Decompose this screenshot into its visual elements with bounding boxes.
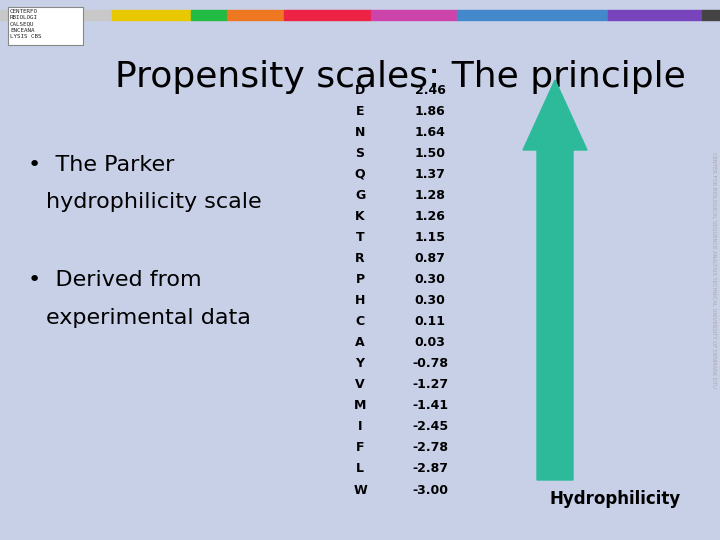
Bar	[8, 7, 83, 45]
Text: 0.30: 0.30	[415, 294, 446, 307]
Text: W: W	[353, 483, 367, 496]
Text: -2.45: -2.45	[412, 420, 448, 433]
Bar	[0, 10, 112, 20]
Bar	[702, 10, 720, 20]
Text: M: M	[354, 399, 366, 412]
Text: P: P	[356, 273, 364, 286]
Text: N: N	[355, 126, 365, 139]
Text: -2.78: -2.78	[412, 441, 448, 454]
Text: hydrophilicity scale: hydrophilicity scale	[46, 192, 261, 212]
Text: Q: Q	[355, 168, 365, 181]
Text: 0.11: 0.11	[415, 315, 446, 328]
Bar	[227, 10, 284, 20]
Text: 1.15: 1.15	[415, 231, 446, 244]
Text: A: A	[355, 336, 365, 349]
Text: R: R	[355, 252, 365, 265]
Text: C: C	[356, 315, 364, 328]
Text: K: K	[355, 210, 365, 223]
Text: Y: Y	[356, 357, 364, 370]
Text: I: I	[358, 420, 362, 433]
Text: 0.87: 0.87	[415, 252, 446, 265]
Bar	[371, 10, 457, 20]
Text: S: S	[356, 147, 364, 160]
Bar	[457, 10, 608, 20]
Text: T: T	[356, 231, 364, 244]
Text: 1.37: 1.37	[415, 168, 446, 181]
Text: 1.86: 1.86	[415, 105, 446, 118]
Bar	[608, 10, 702, 20]
Bar	[112, 10, 191, 20]
Text: 2.46: 2.46	[415, 84, 446, 97]
Text: H: H	[355, 294, 365, 307]
Text: L: L	[356, 462, 364, 475]
Text: Propensity scales: The principle: Propensity scales: The principle	[114, 60, 685, 94]
Text: -0.78: -0.78	[412, 357, 448, 370]
Text: CENTERFO
RBIOLOGI
CALSEQU
ENCEANA
LYSIS CBS: CENTERFO RBIOLOGI CALSEQU ENCEANA LYSIS …	[10, 9, 42, 39]
Text: V: V	[355, 378, 365, 392]
Text: F: F	[356, 441, 364, 454]
Text: -1.27: -1.27	[412, 378, 448, 392]
Bar	[191, 10, 227, 20]
Text: •  The Parker: • The Parker	[28, 155, 174, 175]
Text: •  Derived from: • Derived from	[28, 270, 202, 290]
Text: E: E	[356, 105, 364, 118]
Text: Hydrophilicity: Hydrophilicity	[549, 490, 680, 508]
Text: D: D	[355, 84, 365, 97]
Bar	[284, 10, 371, 20]
Text: CENTER FOR BIOLOGICAL SEQUENCE ANALYSIS TECHNICAL UNIVERSITY OF DENMARK DTU: CENTER FOR BIOLOGICAL SEQUENCE ANALYSIS …	[711, 152, 716, 388]
Polygon shape	[523, 80, 587, 480]
Text: -2.87: -2.87	[412, 462, 448, 475]
Text: -1.41: -1.41	[412, 399, 448, 412]
Text: -3.00: -3.00	[412, 483, 448, 496]
Text: 1.50: 1.50	[415, 147, 446, 160]
Text: 0.03: 0.03	[415, 336, 446, 349]
Text: 1.64: 1.64	[415, 126, 446, 139]
Text: experimental data: experimental data	[46, 308, 251, 328]
Text: 0.30: 0.30	[415, 273, 446, 286]
Text: 1.28: 1.28	[415, 189, 446, 202]
Text: 1.26: 1.26	[415, 210, 446, 223]
Text: G: G	[355, 189, 365, 202]
